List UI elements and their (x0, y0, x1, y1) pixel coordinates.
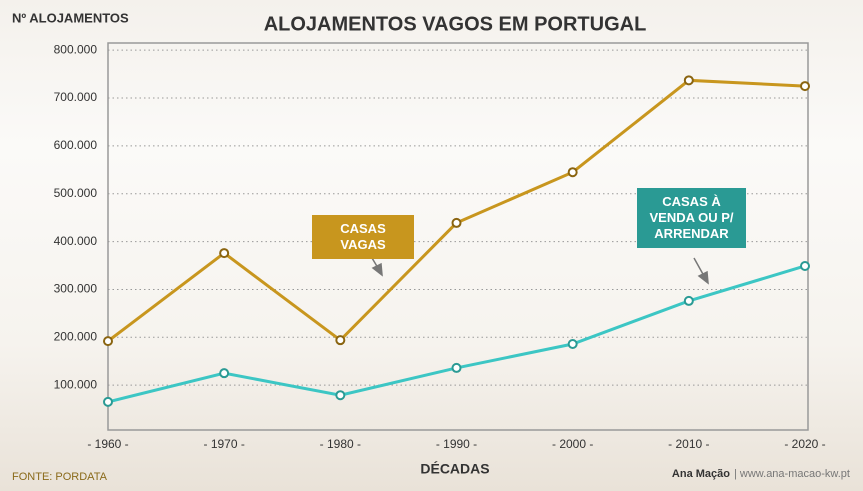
credit-name: Ana Mação (672, 468, 730, 480)
chart-title: ALOJAMENTOS VAGOS EM PORTUGAL (264, 13, 647, 35)
arrows (365, 247, 709, 285)
y-tick-label: 100.000 (54, 377, 98, 391)
y-tick-label: 500.000 (54, 186, 98, 200)
point (800, 260, 810, 271)
y-tick-label: 800.000 (54, 42, 98, 56)
point (219, 368, 230, 379)
point (219, 248, 230, 259)
y-tick-label: 400.000 (54, 234, 98, 248)
x-tick-label: - 1980 - (320, 437, 361, 451)
series-label: CASAS À VENDA OU P/ ARRENDAR (637, 188, 746, 248)
point (451, 217, 462, 228)
point (800, 81, 810, 92)
y-tick-label: 300.000 (54, 282, 98, 296)
x-tick-label: - 1970 - (203, 437, 244, 451)
credit-site: | www.ana-macao-kw.pt (734, 468, 850, 480)
point (567, 338, 578, 349)
y-axis-label: Nº ALOJAMENTOS (12, 10, 129, 25)
series-label: CASAS VAGAS (312, 215, 414, 259)
y-tick-label: 200.000 (54, 329, 98, 343)
point (103, 336, 113, 347)
point (683, 75, 694, 86)
y-tick-label: 700.000 (54, 90, 98, 104)
point (451, 362, 462, 373)
arrow-head (371, 262, 383, 277)
x-axis-label: DÉCADAS (420, 461, 489, 477)
point (335, 335, 346, 346)
series-line (107, 264, 806, 404)
x-tick-label: - 1990 - (436, 437, 477, 451)
arrow-head (697, 270, 709, 285)
y-tick-label: 600.000 (54, 138, 98, 152)
point (103, 396, 113, 407)
x-tick-label: - 2000 - (552, 437, 593, 451)
arrow (693, 257, 705, 277)
x-tick-label: - 2020 - (784, 437, 825, 451)
point (567, 167, 578, 178)
point (335, 390, 346, 401)
source: FONTE: PORDATA (12, 471, 108, 483)
point (683, 295, 694, 306)
x-tick-label: - 1960 - (87, 437, 128, 451)
x-tick-label: - 2010 - (668, 437, 709, 451)
plot-frame (107, 42, 809, 431)
